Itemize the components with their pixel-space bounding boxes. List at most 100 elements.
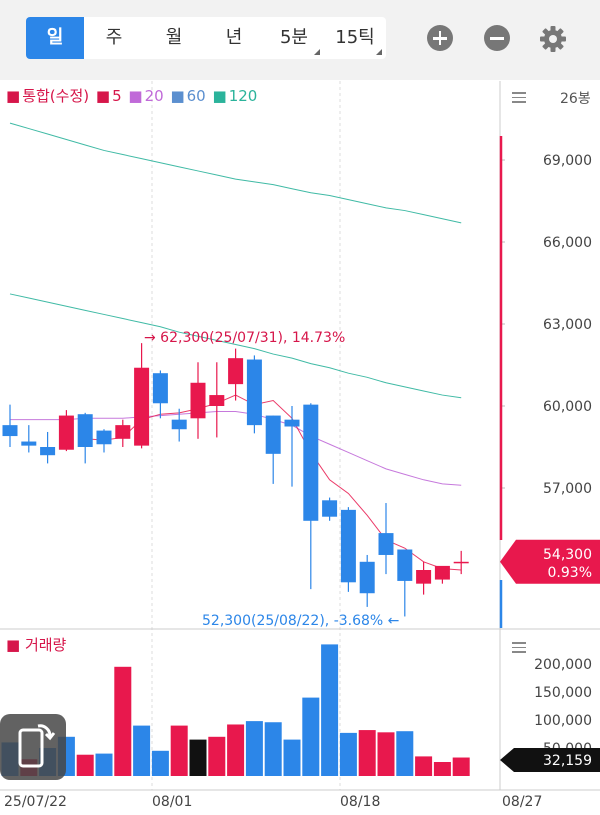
volume-tick-label: 150,000 xyxy=(534,685,592,701)
candle-body xyxy=(397,549,413,581)
moving-average-lines xyxy=(9,122,462,571)
legend-marker: ■ xyxy=(6,87,21,105)
candle-body xyxy=(416,570,432,584)
current-price-value: 54,300 xyxy=(543,547,592,563)
candle-body xyxy=(58,415,74,450)
date-label: 08/27 xyxy=(502,794,542,810)
tab-5min[interactable]: 5분 xyxy=(264,17,324,59)
volume-bar xyxy=(339,732,357,776)
volume-bar xyxy=(264,722,282,776)
price-tick-label: 60,000 xyxy=(543,399,592,415)
period-tabs: 일 주 월 년 5분 15틱 xyxy=(26,17,386,59)
date-label: 25/07/22 xyxy=(4,794,67,810)
ma60-line xyxy=(9,293,462,399)
volume-bar xyxy=(133,725,151,776)
candle-body xyxy=(96,430,112,445)
legend-ma20: 20 xyxy=(144,87,164,105)
legend-ma5-marker: ■ xyxy=(95,87,111,105)
zoom-out-icon[interactable] xyxy=(484,25,510,51)
volume-bar xyxy=(377,732,395,776)
volume-bar xyxy=(170,725,188,776)
legend-ma120: 120 xyxy=(228,87,258,105)
volume-bar xyxy=(245,721,263,776)
legend-ma20-marker: ■ xyxy=(128,87,143,105)
volume-bar xyxy=(433,762,451,776)
volume-bar xyxy=(189,739,207,776)
date-label: 08/18 xyxy=(340,794,380,810)
candle-body xyxy=(21,441,37,446)
volume-menu-icon[interactable] xyxy=(512,642,526,656)
candle-body xyxy=(40,447,56,456)
legend-ma60-marker: ■ xyxy=(170,87,185,105)
tab-15tick-label: 15틱 xyxy=(335,27,375,48)
candle-body xyxy=(152,373,168,404)
price-menu-icon[interactable] xyxy=(512,92,526,106)
candle-body xyxy=(246,359,262,426)
chart-grid xyxy=(151,81,341,790)
volume-legend-label: 거래량 xyxy=(24,636,67,654)
legend-ma120-marker: ■ xyxy=(212,87,227,105)
dropdown-corner-icon xyxy=(376,49,382,55)
current-volume-tag xyxy=(500,748,600,772)
candle-body xyxy=(434,565,450,580)
tab-day[interactable]: 일 xyxy=(26,17,84,59)
tab-week[interactable]: 주 xyxy=(105,27,123,48)
candle-count-label: 26봉 xyxy=(560,91,591,107)
volume-legend: ■ 거래량 xyxy=(6,634,66,655)
volume-bar xyxy=(95,753,113,776)
volume-bar xyxy=(321,644,339,776)
candle-body xyxy=(134,367,150,446)
candle-body xyxy=(171,419,187,430)
tab-month[interactable]: 월 xyxy=(165,27,183,48)
tab-15tick[interactable]: 15틱 xyxy=(324,17,386,59)
date-label: 08/01 xyxy=(152,794,192,810)
candle-body xyxy=(265,415,281,454)
volume-bar xyxy=(114,666,132,776)
chart-labels: 54,300 0.93% 32,159 → 62,300(25/07/31), 14.… xyxy=(144,136,600,772)
candle-body xyxy=(340,509,356,583)
settings-gear-icon[interactable] xyxy=(538,24,568,54)
rotate-screen-button[interactable] xyxy=(0,714,66,780)
chart-toolbar: 일 주 월 년 5분 15틱 xyxy=(0,0,600,80)
candle-body xyxy=(190,382,206,419)
candle-body xyxy=(284,419,300,427)
tab-5min-label: 5분 xyxy=(279,27,308,48)
candle-body xyxy=(359,561,375,594)
candle-body xyxy=(453,561,469,564)
candle-body xyxy=(77,414,93,447)
volume-bar xyxy=(452,757,470,776)
candle-body xyxy=(303,404,319,521)
candle-body xyxy=(322,500,338,517)
zoom-in-icon[interactable] xyxy=(427,25,453,51)
volume-bar xyxy=(283,739,301,776)
volume-tick-label: 100,000 xyxy=(534,713,592,729)
volume-bar xyxy=(396,731,414,776)
price-tick-label: 69,000 xyxy=(543,153,592,169)
volume-bar xyxy=(76,754,94,776)
legend-main: 통합(수정) xyxy=(22,87,90,105)
legend-ma60: 60 xyxy=(186,87,206,105)
price-tick-label: 57,000 xyxy=(543,481,592,497)
price-tick-label: 63,000 xyxy=(543,317,592,333)
price-legend: ■ 통합(수정) ■ 5 ■ 20 ■ 60 ■ 120 xyxy=(6,85,259,106)
candle-body xyxy=(209,395,225,406)
volume-bar xyxy=(358,730,376,776)
ma20-line xyxy=(10,410,462,486)
low-annotation: 52,300(25/08/22), -3.68% ← xyxy=(202,613,399,629)
high-annotation: → 62,300(25/07/31), 14.73% xyxy=(144,330,345,346)
candlesticks xyxy=(2,343,469,617)
volume-bar xyxy=(415,756,433,776)
current-price-tag xyxy=(500,539,600,584)
legend-ma5: 5 xyxy=(112,87,122,105)
price-tick-label: 66,000 xyxy=(543,235,592,251)
volume-bar xyxy=(302,697,320,776)
volume-tick-label: 200,000 xyxy=(534,657,592,673)
candle-body xyxy=(228,358,244,385)
tab-year[interactable]: 년 xyxy=(225,27,243,48)
volume-bar xyxy=(151,750,169,776)
volume-bar xyxy=(227,724,245,776)
candle-body xyxy=(2,425,18,437)
dropdown-corner-icon xyxy=(314,49,320,55)
current-volume-value: 32,159 xyxy=(543,753,592,769)
